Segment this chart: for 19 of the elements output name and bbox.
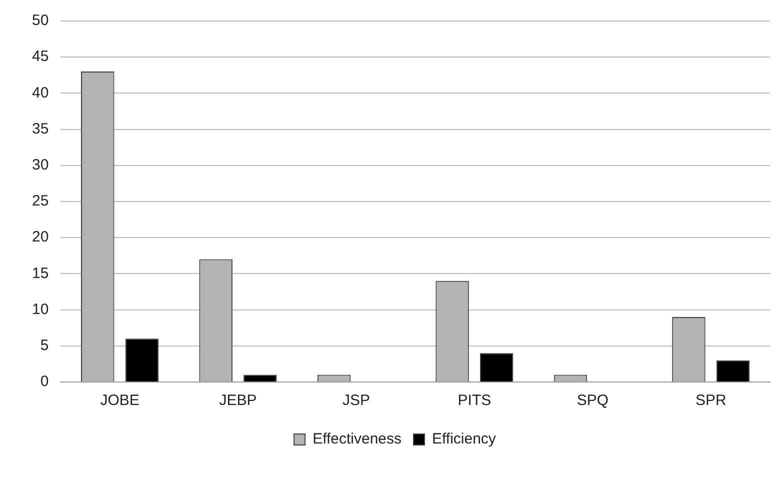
x-tick-label: JSP — [342, 392, 370, 410]
y-tick-label: 10 — [32, 300, 49, 318]
y-tick-label: 15 — [32, 264, 49, 282]
legend-label: Efficiency — [432, 430, 496, 448]
y-tick-label: 5 — [40, 337, 49, 354]
y-tick-label: 30 — [32, 156, 49, 174]
x-tick-label: SPR — [695, 392, 726, 410]
y-tick-label: 50 — [32, 12, 49, 30]
x-tick-label: PITS — [458, 392, 492, 410]
y-tick-label: 40 — [32, 84, 49, 102]
legend-label: Effectiveness — [312, 430, 402, 448]
y-tick-label: 0 — [40, 373, 49, 390]
y-tick-label: 25 — [32, 192, 49, 210]
x-tick-label: SPQ — [576, 392, 609, 410]
x-tick-label: JEBP — [219, 392, 257, 410]
y-tick-label: 35 — [32, 120, 49, 138]
y-tick-label: 45 — [32, 48, 49, 66]
y-tick-label: 20 — [32, 228, 49, 246]
x-tick-label: JOBE — [100, 392, 140, 410]
